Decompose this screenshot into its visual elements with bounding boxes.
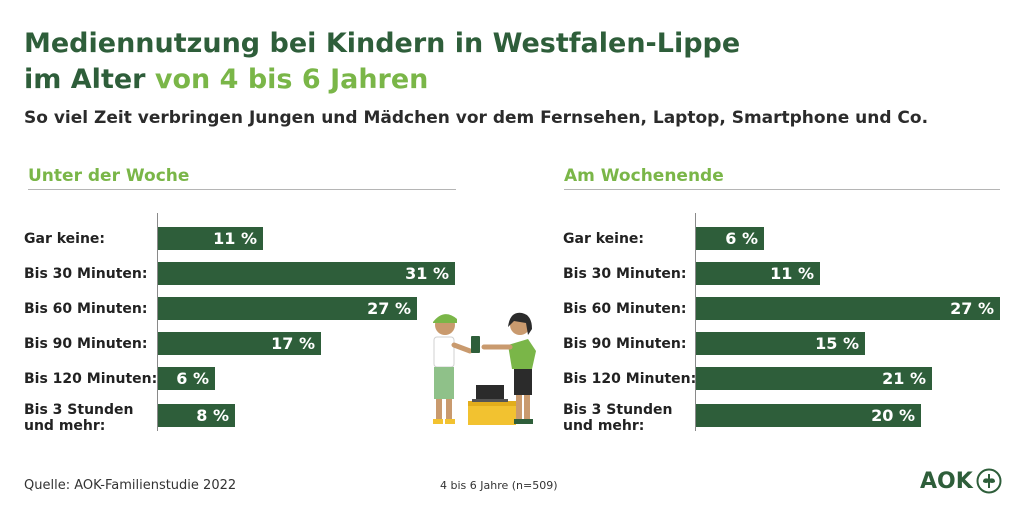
bar-value-label: 27 % (950, 299, 994, 318)
bar-value-label: 17 % (271, 334, 315, 353)
category-label: Bis 3 Stunden und mehr: (24, 402, 134, 434)
category-label: Bis 90 Minuten: (24, 336, 148, 352)
panel-divider-weekend (564, 189, 1000, 190)
bar-value-label: 11 % (770, 264, 814, 283)
bar: 21 % (696, 367, 932, 390)
panel-title-weekend: Am Wochenende (564, 166, 724, 186)
category-label: Gar keine: (563, 231, 645, 247)
source-note: Quelle: AOK-Familienstudie 2022 (24, 478, 237, 493)
bar: 6 % (158, 367, 215, 390)
category-label: Bis 60 Minuten: (24, 301, 148, 317)
bar: 17 % (158, 332, 321, 355)
category-label: Bis 120 Minuten: (563, 371, 697, 387)
axis-line-weekdays (157, 213, 158, 431)
aok-logo-mark (976, 468, 1002, 494)
category-label: Bis 60 Minuten: (563, 301, 687, 317)
bar-value-label: 21 % (882, 369, 926, 388)
page-title-line-1: Mediennutzung bei Kindern in Westfalen-L… (24, 28, 741, 59)
bar-value-label: 31 % (405, 264, 449, 283)
bar-value-label: 15 % (815, 334, 859, 353)
bar: 8 % (158, 404, 235, 427)
bar: 20 % (696, 404, 921, 427)
sample-note: 4 bis 6 Jahre (n=509) (440, 479, 558, 492)
bar-value-label: 20 % (871, 406, 915, 425)
axis-line-weekend (695, 213, 696, 431)
phone-illustration (471, 336, 480, 353)
bar: 11 % (696, 262, 820, 285)
bar: 15 % (696, 332, 865, 355)
bar-value-label: 6 % (176, 369, 209, 388)
bar: 6 % (696, 227, 764, 250)
category-label: Bis 30 Minuten: (563, 266, 687, 282)
bar-value-label: 8 % (196, 406, 229, 425)
bar: 31 % (158, 262, 455, 285)
panel-divider-weekdays (28, 189, 456, 190)
children-illustration (433, 312, 536, 425)
category-label: Bis 120 Minuten: (24, 371, 158, 387)
page-title-line-2: im Alter von 4 bis 6 Jahren (24, 64, 428, 95)
bar-value-label: 27 % (367, 299, 411, 318)
laptop-illustration (476, 385, 504, 401)
category-label: Bis 30 Minuten: (24, 266, 148, 282)
category-label: Bis 90 Minuten: (563, 336, 687, 352)
bar-value-label: 6 % (725, 229, 758, 248)
category-label: Bis 3 Stunden und mehr: (563, 402, 673, 434)
subtitle: So viel Zeit verbringen Jungen und Mädch… (24, 108, 929, 128)
category-label: Gar keine: (24, 231, 106, 247)
bar-value-label: 11 % (213, 229, 257, 248)
bar: 11 % (158, 227, 263, 250)
title-prefix: im Alter (24, 64, 155, 95)
bar: 27 % (696, 297, 1000, 320)
aok-logo-text: AOK (920, 469, 973, 494)
title-accent: von 4 bis 6 Jahren (154, 64, 429, 95)
bar: 27 % (158, 297, 417, 320)
panel-title-weekdays: Unter der Woche (28, 166, 190, 186)
